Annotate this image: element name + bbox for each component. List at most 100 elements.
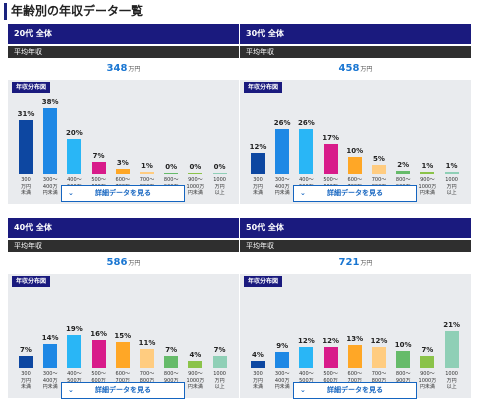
chart-bar <box>275 128 290 174</box>
average-income-unit: 万円 <box>360 260 373 267</box>
chart-bar <box>19 355 33 368</box>
detail-button-label: 詳細データを見る <box>95 386 151 394</box>
category-label: 300〜 400万 円未満 <box>274 177 290 196</box>
category-label: 900〜 1000万 円未満 <box>418 371 437 390</box>
detail-data-button[interactable]: ⌄ 詳細データを見る <box>293 185 417 202</box>
bar-value-label: 16% <box>90 330 107 338</box>
average-income-label: 平均年収 <box>8 240 239 252</box>
category-label: 300 万円 未満 <box>252 177 263 196</box>
bar-value-label: 4% <box>189 351 202 359</box>
average-income: 458万円 <box>240 61 471 77</box>
bar-value-label: 1% <box>421 162 434 171</box>
chart-bar <box>43 343 58 368</box>
average-income-value: 348 <box>106 63 128 74</box>
average-income: 586万円 <box>8 255 239 271</box>
bar-value-label: 38% <box>41 97 59 106</box>
average-income-value: 458 <box>338 63 360 74</box>
category-label: 900〜 1000万 円未満 <box>418 177 437 196</box>
category-label: 900〜 1000万 円未満 <box>186 177 205 196</box>
chart-bar <box>372 347 386 368</box>
chart-bar <box>323 144 338 174</box>
chart-bar <box>164 172 179 174</box>
bar-value-label: 7% <box>20 345 32 354</box>
bar-value-label: 20% <box>66 129 83 137</box>
category-label: 900〜 1000万 円未満 <box>186 371 205 390</box>
bar-value-label: 5% <box>373 155 385 164</box>
chart-bar <box>323 347 338 368</box>
chart-bar <box>140 172 154 174</box>
chart-bar <box>67 139 82 174</box>
bar-value-label: 17% <box>322 134 339 143</box>
distribution-label: 年収分布図 <box>12 82 51 93</box>
category-label: 300〜 400万 円未満 <box>42 177 58 196</box>
average-income-label: 平均年収 <box>8 46 239 58</box>
average-income: 721万円 <box>240 255 471 271</box>
average-income-unit: 万円 <box>128 66 141 73</box>
bar-value-label: 26% <box>273 118 291 127</box>
chart-bar <box>164 355 179 368</box>
category-label: 300 万円 未満 <box>20 177 31 196</box>
bar-value-label: 12% <box>249 143 267 151</box>
bar-value-label: 10% <box>394 340 412 349</box>
detail-button-label: 詳細データを見る <box>95 189 151 197</box>
detail-data-button[interactable]: ⌄ 詳細データを見る <box>61 382 185 399</box>
page-title: 年齢別の年収データ一覧 <box>4 3 143 20</box>
panel-header: 50代 全体 <box>240 218 471 238</box>
distribution-label: 年収分布図 <box>12 276 51 287</box>
detail-data-button[interactable]: ⌄ 詳細データを見る <box>61 185 185 202</box>
category-label: 300 万円 未満 <box>20 371 31 390</box>
category-label: 300〜 400万 円未満 <box>42 371 58 390</box>
chart-bar <box>299 347 314 368</box>
detail-button-label: 詳細データを見る <box>327 386 383 394</box>
bar-value-label: 7% <box>165 345 178 354</box>
bar-value-label: 1% <box>141 162 153 171</box>
chart-bar <box>299 128 314 174</box>
average-income-unit: 万円 <box>128 260 141 267</box>
bar-value-label: 12% <box>322 337 339 345</box>
bar-value-label: 26% <box>298 118 315 127</box>
panel-40s: 40代 全体 平均年収 586万円 7% 300 万円 未満 14% 300〜 400… <box>8 218 239 408</box>
detail-data-button[interactable]: ⌄ 詳細データを見る <box>293 382 417 399</box>
distribution-label: 年収分布図 <box>244 82 283 93</box>
bar-value-label: 14% <box>41 333 59 342</box>
bar-value-label: 7% <box>92 151 105 160</box>
chart-bar <box>444 172 459 174</box>
panel-header: 30代 全体 <box>240 24 471 44</box>
chart-bar <box>251 361 265 368</box>
chart-bar <box>251 153 265 174</box>
chart-bar <box>188 361 203 368</box>
bar-value-label: 9% <box>276 342 289 351</box>
average-income-value: 721 <box>338 257 360 268</box>
chart-bar <box>43 107 58 174</box>
chart-bar <box>140 348 154 368</box>
average-income: 348万円 <box>8 61 239 77</box>
category-label: 300〜 400万 円未満 <box>274 371 290 390</box>
chart-bar <box>372 165 386 174</box>
panel-header: 40代 全体 <box>8 218 239 238</box>
bar-value-label: 0% <box>189 162 202 171</box>
bar-value-label: 12% <box>298 337 315 345</box>
income-distribution-chart: 7% 300 万円 未満 14% 300〜 400万 円未満 19% 400〜 500万 … <box>8 274 239 398</box>
chart-bar <box>212 355 227 368</box>
category-label: 300 万円 未満 <box>252 371 263 390</box>
average-income-label: 平均年収 <box>240 46 471 58</box>
bar-value-label: 2% <box>397 160 410 169</box>
bar-value-label: 11% <box>138 338 156 347</box>
panel-50s: 50代 全体 平均年収 721万円 4% 300 万円 未満 9% 300〜 400万… <box>240 218 471 408</box>
category-label: 1000 万円 以上 <box>445 371 458 390</box>
bar-value-label: 31% <box>17 109 35 118</box>
panel-30s: 30代 全体 平均年収 458万円 12% 300 万円 未満 26% 300〜 40… <box>240 24 471 214</box>
chart-bars: 7% 300 万円 未満 14% 300〜 400万 円未満 19% 400〜 500万 … <box>8 274 239 398</box>
chart-bar <box>115 168 130 174</box>
bar-value-label: 3% <box>116 158 129 167</box>
bar-value-label: 0% <box>165 162 178 171</box>
category-label: 1000 万円 以上 <box>213 177 226 196</box>
chevron-down-icon: ⌄ <box>68 189 74 197</box>
chart-bar <box>420 355 435 368</box>
chart-bar <box>444 331 459 368</box>
chart-bar <box>420 172 435 174</box>
